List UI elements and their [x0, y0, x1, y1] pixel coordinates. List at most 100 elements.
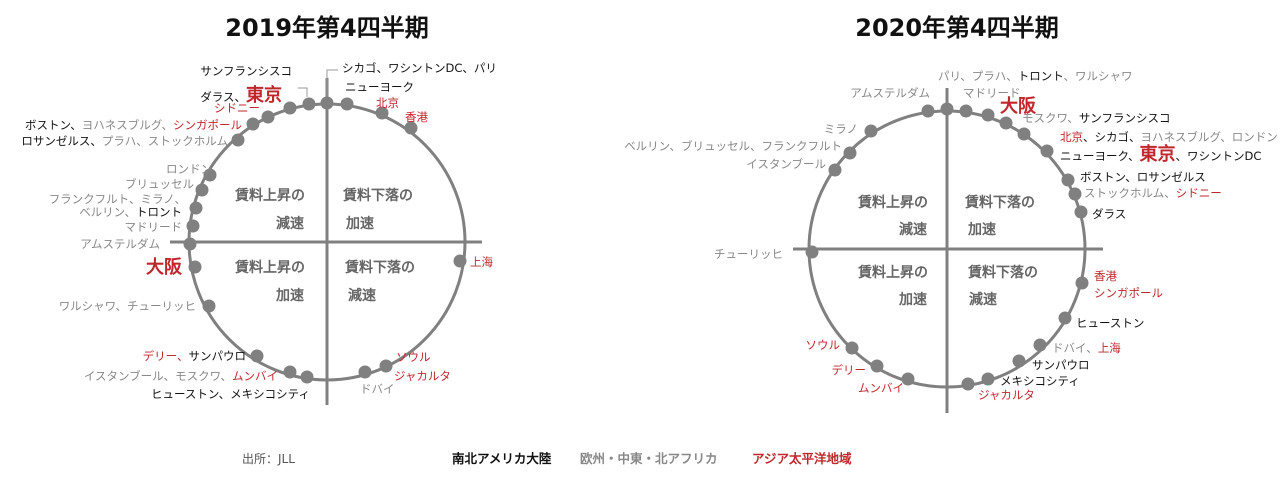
city-dot [1074, 205, 1088, 219]
panel-title: 2020年第4四半期 [855, 14, 1059, 42]
city-label: アムステルダム [850, 86, 930, 100]
city-label-segment: チューリッヒ [714, 247, 783, 261]
legend-americas: 南北アメリカ大陸 [452, 451, 552, 466]
city-label-segment: ニューヨーク、 [1060, 149, 1139, 163]
city-label: 北京 [376, 96, 399, 110]
city-label: デリー [832, 363, 867, 377]
city-label-segment: デリー [832, 363, 867, 377]
city-dot [453, 254, 467, 268]
quadrant-bl-line2: 加速 [275, 287, 304, 304]
legend-apac: アジア太平洋地域 [752, 451, 852, 466]
city-label-segment: ロサンゼルス、 [21, 134, 102, 148]
city-label-segment: ボストン、ロサンゼルス [1080, 170, 1206, 184]
city-label-segment: 香港 [405, 110, 428, 124]
city-label-segment: ヒューストン [1076, 316, 1144, 330]
city-dot [961, 377, 975, 391]
leader-line [298, 87, 308, 97]
city-label: イスタンブール、モスクワ、ムンバイ [84, 369, 278, 383]
quadrant-tl-line2: 減速 [899, 221, 927, 238]
city-dot [300, 370, 314, 384]
city-dot [231, 133, 245, 147]
city-label: ドバイ [360, 382, 395, 396]
city-label-segment: シンガポール [173, 118, 242, 132]
city-dot [379, 359, 393, 373]
city-label-segment: ワルシャワ、チューリッヒ [59, 299, 196, 313]
city-label-segment: 東京 [246, 84, 282, 106]
city-label: ジャカルタ [394, 369, 451, 383]
city-label: ブリュッセル [125, 177, 194, 191]
city-label-segment: アムステルダム [850, 86, 930, 100]
city-label-segment: メキシコシティ [1000, 374, 1080, 388]
city-label: チューリッヒ [714, 247, 783, 261]
city-dot [1040, 144, 1054, 158]
city-label: ボストン、ロサンゼルス [1080, 170, 1206, 184]
city-dot [283, 365, 297, 379]
city-dot [1033, 338, 1047, 352]
city-dot [940, 102, 954, 116]
city-label: ボストン、ヨハネスブルグ、シンガポール [25, 118, 242, 132]
city-label-segment: シドニー [214, 101, 260, 115]
city-label: ムンバイ [858, 381, 904, 395]
city-dot [302, 97, 316, 111]
quadrant-tl-line2: 減速 [276, 215, 304, 232]
city-label-segment: イスタンブール、モスクワ、 [84, 369, 232, 383]
city-dot [203, 168, 217, 182]
city-dot [845, 341, 859, 355]
city-dot [183, 237, 197, 251]
city-label: パリ、プラハ、トロント、ワルシャワ [938, 69, 1132, 83]
city-label: ダラス、東京 [200, 84, 282, 106]
city-label-segment: サンフランシスコ [1079, 111, 1171, 125]
city-label: ワルシャワ、チューリッヒ [59, 299, 196, 313]
city-dot [358, 365, 372, 379]
city-label: 大阪 [146, 256, 183, 278]
city-dot [805, 245, 819, 259]
city-label-segment: ヨハネスブルグ、ロンドン [1141, 130, 1278, 144]
city-label: シドニー [214, 101, 260, 115]
panel-2020q4: 2020年第4四半期 賃料上昇の 減速 賃料下落の 加速 賃料上昇の 加速 賃料… [624, 14, 1278, 413]
city-label-segment: 北京 [376, 96, 399, 110]
city-label: サンフランシスコ [200, 64, 292, 78]
quadrant-br-line1: 賃料下落の [967, 264, 1038, 281]
city-label: 香港 [405, 110, 428, 124]
city-label-segment: マドリード [963, 86, 1021, 100]
city-dots [805, 102, 1089, 391]
source-note: 出所：JLL [242, 452, 295, 466]
city-label: ストックホルム、シドニー [1084, 186, 1222, 200]
city-label-segment: パリ、プラハ、 [938, 69, 1018, 83]
city-label: ベルリン、ブリュッセル、フランクフルト [624, 139, 842, 153]
city-dot [921, 104, 935, 118]
city-label-segment: ヒューストン、メキシコシティ [151, 387, 310, 401]
quadrant-tr-line2: 加速 [345, 215, 374, 232]
city-dot [186, 219, 200, 233]
city-dot [901, 372, 915, 386]
quadrant-tr-line1: 賃料下落の [342, 187, 413, 204]
city-dot [188, 260, 202, 274]
city-label: 上海 [470, 255, 493, 269]
quadrant-bl-line1: 賃料上昇の [857, 264, 928, 281]
city-label-segment: フランクフルト、ミラノ、 [49, 192, 186, 206]
city-dot [843, 146, 857, 160]
quadrant-tr-line2: 加速 [967, 221, 996, 238]
city-label-segment: ボストン、 [25, 118, 82, 132]
city-label-segment: 、ワシントンDC [1175, 149, 1261, 163]
city-label: ドバイ、上海 [1052, 341, 1121, 355]
city-label-segment: 香港 [1094, 269, 1117, 283]
city-label: マドリード [125, 220, 183, 234]
city-dot [1061, 173, 1075, 187]
city-dot [202, 299, 216, 313]
city-label-segment: トロント [136, 205, 182, 219]
city-label: 大阪 [1000, 95, 1037, 117]
city-dot [959, 104, 973, 118]
city-label-segment: ソウル [396, 350, 431, 364]
city-label-segment: ベルリン、 [79, 205, 136, 219]
city-dot [189, 201, 203, 215]
city-label: メキシコシティ [1000, 374, 1080, 388]
city-label-segment: ダラス、 [200, 90, 246, 104]
quadrant-br-line2: 減速 [969, 291, 997, 308]
city-dot [261, 110, 275, 124]
city-label-segment: シンガポール [1094, 286, 1163, 300]
city-label-segment: プラハ、ストックホルム [102, 134, 228, 148]
city-dot [1058, 311, 1072, 325]
city-label: シンガポール [1094, 286, 1163, 300]
